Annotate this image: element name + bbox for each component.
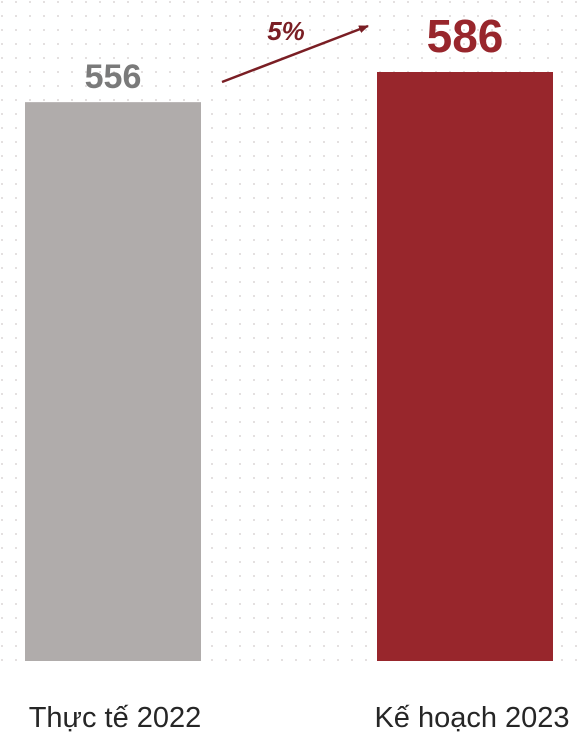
bar-1 [25,102,201,662]
x-tick-label-1: Thực tế 2022 [29,702,202,732]
growth-arrow [221,24,369,84]
bar-2 [377,72,553,661]
x-tick-label-2: Kế hoạch 2023 [374,702,569,732]
growth-label: 5% [267,16,305,46]
data-label-1: 556 [85,58,142,96]
data-label-2: 586 [427,10,504,62]
